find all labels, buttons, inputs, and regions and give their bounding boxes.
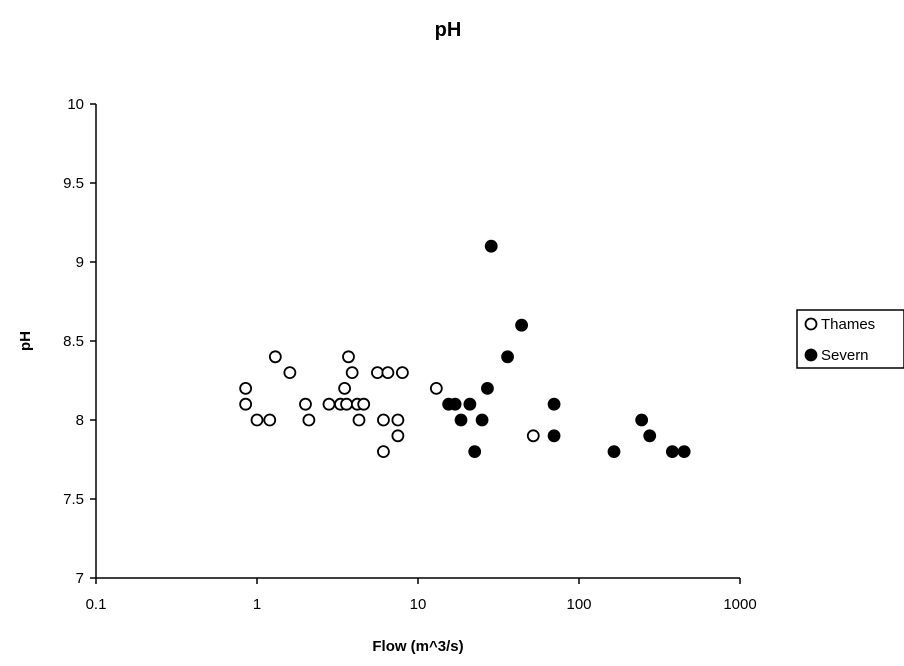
x-ticks: 0.1 1 10 100 1000 — [86, 578, 757, 613]
data-point-thames — [302, 413, 316, 427]
data-point-thames — [268, 350, 282, 364]
y-tick-label: 7.5 — [63, 491, 84, 508]
data-point-thames — [391, 429, 405, 443]
data-point-severn — [607, 445, 621, 459]
legend-label-severn: Severn — [821, 347, 869, 364]
data-point-severn — [547, 429, 561, 443]
data-point-severn — [454, 413, 468, 427]
legend-label-thames: Thames — [821, 316, 875, 333]
data-point-thames — [381, 366, 395, 380]
data-point-thames — [377, 445, 390, 459]
data-points — [239, 239, 691, 459]
y-ticks: 7 7.5 8 8.5 9 9.5 10 — [63, 96, 96, 587]
data-point-thames — [352, 413, 366, 427]
data-point-severn — [475, 413, 489, 427]
data-point-severn — [677, 445, 691, 459]
x-axis-label: Flow (m^3/s) — [372, 638, 463, 655]
legend: Thames Severn — [796, 309, 904, 369]
data-point-severn — [665, 445, 679, 459]
y-tick-label: 8.5 — [63, 333, 84, 350]
data-point-severn — [501, 350, 514, 364]
x-tick-label: 1000 — [723, 596, 756, 613]
x-tick-label: 100 — [566, 596, 591, 613]
data-point-severn — [547, 397, 561, 411]
data-point-severn — [515, 318, 528, 332]
data-point-thames — [357, 397, 371, 411]
data-point-thames — [322, 397, 336, 411]
data-point-thames — [239, 397, 253, 411]
data-point-thames — [526, 429, 540, 443]
data-point-thames — [395, 366, 409, 380]
data-point-thames — [340, 397, 353, 411]
legend-marker-severn — [804, 348, 818, 362]
x-tick-label: 10 — [410, 596, 427, 613]
x-tick-label: 1 — [253, 596, 261, 613]
data-point-severn — [463, 397, 477, 411]
y-tick-label: 8 — [76, 412, 84, 429]
data-point-severn — [448, 397, 462, 411]
data-point-thames — [338, 381, 351, 395]
axes — [95, 104, 740, 579]
x-tick-label: 0.1 — [86, 596, 107, 613]
y-axis-label: pH — [17, 331, 34, 351]
data-point-severn — [643, 429, 657, 443]
data-point-thames — [377, 413, 390, 427]
y-tick-label: 9 — [76, 254, 84, 271]
data-point-severn — [481, 381, 494, 395]
data-point-thames — [429, 381, 443, 395]
data-point-thames — [283, 366, 297, 380]
data-point-thames — [345, 366, 359, 380]
legend-marker-thames — [804, 317, 818, 331]
data-point-severn — [468, 445, 482, 459]
data-point-thames — [391, 413, 405, 427]
chart-title: pH — [435, 19, 462, 41]
data-point-thames — [239, 381, 253, 395]
data-point-thames — [342, 350, 355, 364]
data-point-severn — [484, 239, 498, 253]
data-point-thames — [299, 397, 312, 411]
y-tick-label: 7 — [76, 570, 84, 587]
y-tick-label: 10 — [67, 96, 84, 113]
data-point-thames — [263, 413, 277, 427]
y-tick-label: 9.5 — [63, 175, 84, 192]
data-point-thames — [250, 413, 264, 427]
data-point-severn — [635, 413, 649, 427]
data-point-thames — [371, 366, 384, 380]
